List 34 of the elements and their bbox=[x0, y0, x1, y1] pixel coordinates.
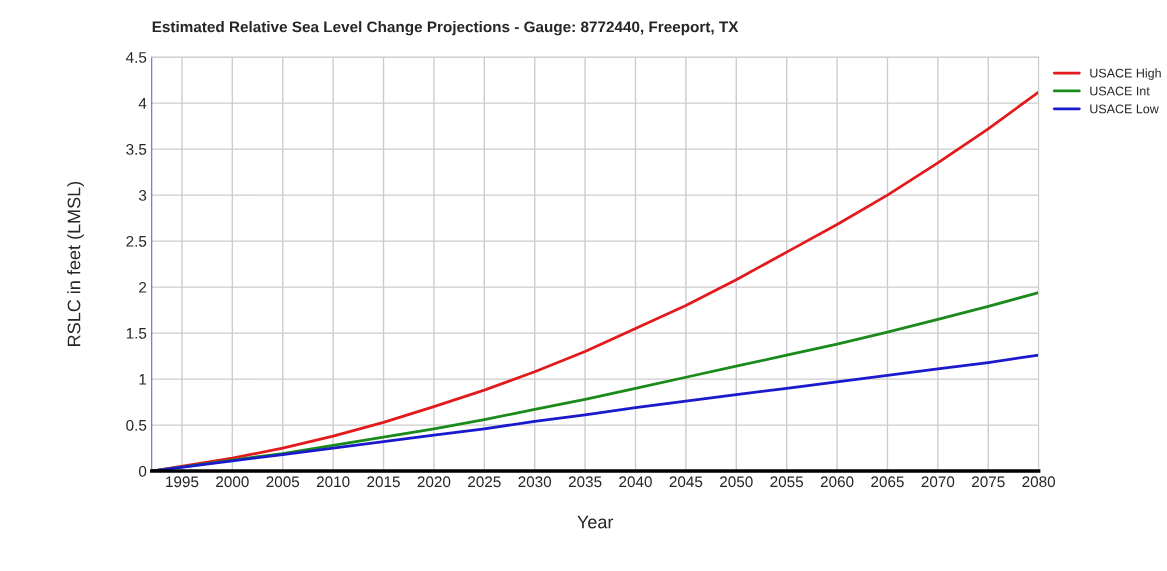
y-tick-label: 0 bbox=[138, 465, 147, 477]
x-tick-label: 2060 bbox=[820, 476, 854, 488]
x-tick-label: 2035 bbox=[568, 476, 602, 488]
legend-label: USACE Low bbox=[1090, 104, 1159, 114]
x-tick-label: 2040 bbox=[619, 476, 652, 488]
x-tick-label: 2030 bbox=[518, 476, 552, 488]
legend-label: USACE High bbox=[1090, 68, 1161, 80]
legend-label: USACE Int bbox=[1090, 86, 1150, 96]
y-tick-label: 4.5 bbox=[125, 52, 147, 63]
x-tick-label: 2080 bbox=[1022, 476, 1056, 488]
x-tick-label: 2000 bbox=[216, 476, 249, 488]
x-tick-label: 2015 bbox=[367, 476, 400, 488]
y-axis-title: RSLC in feet (LMSL) bbox=[67, 181, 84, 346]
x-tick-label: 2005 bbox=[266, 476, 300, 488]
x-tick-label: 2065 bbox=[871, 476, 904, 488]
x-tick-label: 1995 bbox=[166, 476, 199, 488]
x-tick-label: 2020 bbox=[417, 476, 451, 488]
x-tick-label: 2010 bbox=[316, 476, 350, 488]
x-tick-label: 2050 bbox=[720, 476, 753, 488]
y-tick-label: 3 bbox=[138, 189, 147, 201]
x-tick-label: 2025 bbox=[468, 476, 501, 488]
y-tick-label: 2.5 bbox=[126, 235, 147, 247]
y-tick-label: 2 bbox=[139, 281, 147, 293]
y-tick-label: 3.5 bbox=[126, 143, 147, 155]
y-tick-label: 1.5 bbox=[126, 328, 147, 339]
x-tick-label: 2045 bbox=[669, 476, 703, 488]
x-tick-label: 2055 bbox=[770, 476, 804, 488]
x-axis-title: Year bbox=[577, 515, 614, 529]
y-tick-label: 0.5 bbox=[126, 419, 147, 431]
y-tick-label: 1 bbox=[139, 374, 147, 385]
chart-title: Estimated Relative Sea Level Change Projections - Gauge: 8772440, Freeport, TX bbox=[152, 21, 739, 36]
x-tick-label: 2070 bbox=[921, 476, 955, 488]
y-tick-label: 4 bbox=[138, 98, 147, 109]
x-tick-label: 2075 bbox=[972, 476, 1005, 488]
